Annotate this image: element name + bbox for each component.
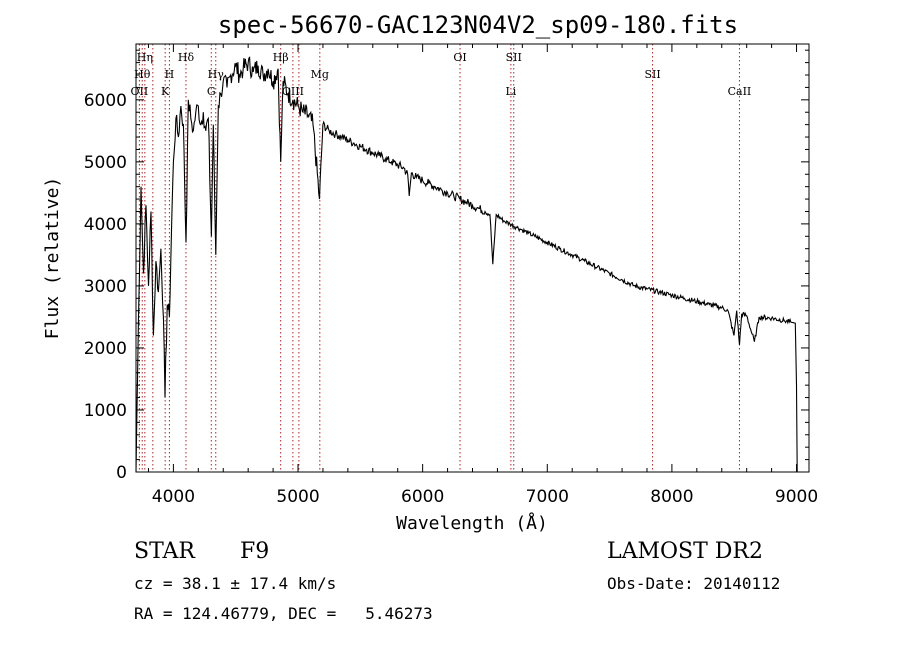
line-label: OI: [453, 51, 466, 64]
line-label: Hβ: [273, 51, 289, 64]
y-tick-label: 3000: [84, 277, 127, 297]
redshift-text: cz = 38.1 ± 17.4 km/s: [134, 574, 337, 593]
line-label: Li: [505, 85, 516, 98]
spectral-subclass: F9: [240, 539, 270, 564]
spectrum-line: [135, 56, 798, 473]
x-tick-label: 9000: [775, 487, 818, 507]
line-label: Hγ: [208, 68, 225, 81]
line-label: G: [207, 85, 216, 98]
line-label: Mg: [311, 68, 329, 81]
y-tick-label: 0: [116, 463, 127, 483]
x-tick-label: 4000: [152, 487, 195, 507]
line-label: OII: [131, 85, 149, 98]
y-tick-label: 4000: [84, 215, 127, 235]
x-tick-label: 8000: [650, 487, 693, 507]
line-label: Hη: [137, 51, 153, 64]
line-label: CaII: [728, 85, 752, 98]
line-label: K: [161, 85, 170, 98]
plot-frame: [135, 43, 810, 473]
y-tick-label: 2000: [84, 339, 127, 359]
y-axis-label: Flux (relative): [42, 177, 63, 340]
line-label: Hδ: [178, 51, 195, 64]
x-axis-label: Wavelength (Å): [396, 512, 548, 534]
x-tick-label: 7000: [526, 487, 569, 507]
y-tick-label: 1000: [84, 401, 127, 421]
object-class: STAR: [134, 539, 195, 564]
coordinates-text: RA = 124.46779, DEC = 5.46273: [134, 604, 433, 623]
line-label: Hθ: [134, 68, 151, 81]
x-tick-label: 6000: [401, 487, 444, 507]
line-label: H: [165, 68, 175, 81]
y-tick-label: 6000: [84, 91, 127, 111]
y-axis: 0 1000 2000 3000 4000 5000 6000: [84, 49, 809, 483]
survey-name: LAMOST DR2: [607, 539, 763, 564]
x-axis: 4000 5000 6000 7000 8000 9000: [147, 44, 818, 507]
line-label: SII: [506, 51, 522, 64]
y-tick-label: 5000: [84, 153, 127, 173]
line-label: SII: [644, 68, 660, 81]
chart-title: spec-56670-GAC123N04V2_sp09-180.fits: [218, 11, 738, 39]
line-label: OIII: [282, 85, 304, 98]
x-tick-label: 5000: [276, 487, 319, 507]
obs-date-text: Obs-Date: 20140112: [607, 574, 781, 593]
